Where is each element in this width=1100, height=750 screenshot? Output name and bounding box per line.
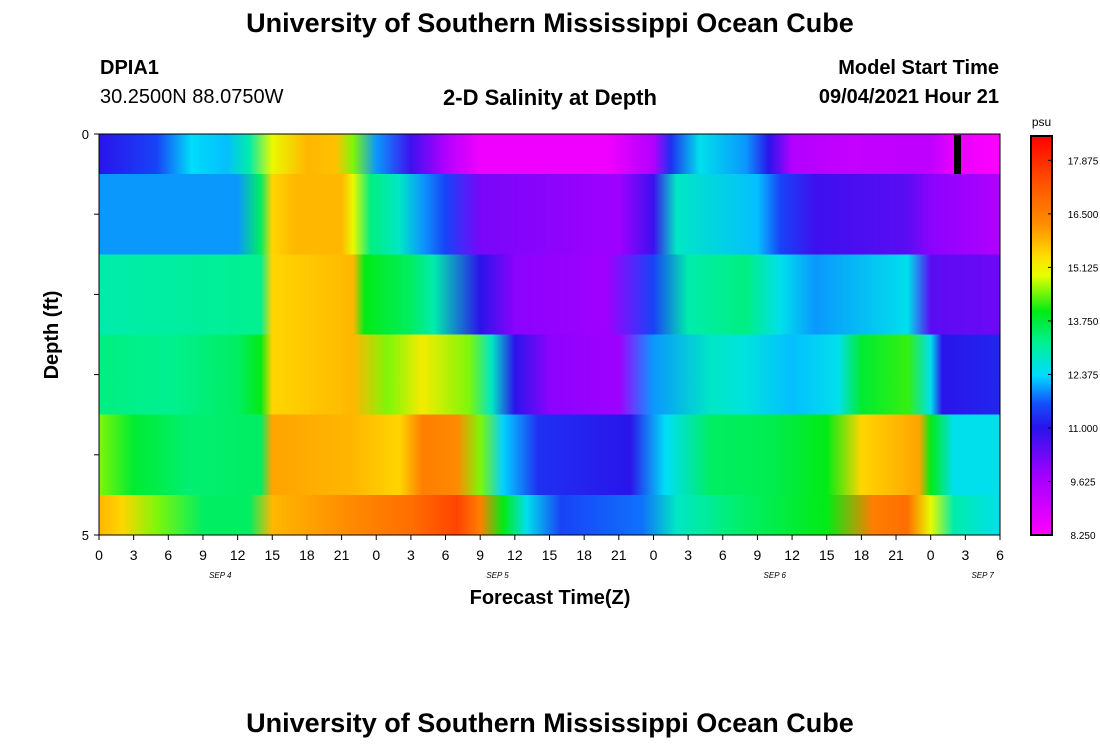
heatmap-row-1 bbox=[99, 134, 1000, 175]
footer-title: University of Southern Mississippi Ocean… bbox=[246, 708, 854, 738]
model-start-value: 09/04/2021 Hour 21 bbox=[818, 86, 999, 108]
colorbar-tick-label: 8.250 bbox=[1070, 531, 1095, 542]
x-tick-label: 0 bbox=[95, 547, 103, 563]
x-tick-label: 6 bbox=[164, 547, 172, 563]
x-tick-label: 3 bbox=[130, 547, 138, 563]
x-tick-label: 18 bbox=[576, 547, 592, 563]
x-tick-label: 18 bbox=[299, 547, 315, 563]
colorbar-tick-label: 16.500 bbox=[1068, 210, 1099, 221]
colorbar-tick-label: 13.750 bbox=[1068, 317, 1099, 328]
colorbar-tick-label: 9.625 bbox=[1070, 477, 1095, 488]
colorbar-tick-label: 15.125 bbox=[1068, 263, 1099, 274]
x-axis-label: Forecast Time(Z) bbox=[470, 587, 631, 609]
marker-bar bbox=[954, 135, 961, 174]
heatmap-row-6 bbox=[99, 494, 1000, 535]
y-axis: 05 bbox=[82, 127, 99, 543]
day-label: SEP 5 bbox=[486, 571, 509, 580]
x-tick-label: 15 bbox=[542, 547, 558, 563]
heatmap-row-3 bbox=[99, 254, 1000, 335]
x-tick-label: 3 bbox=[407, 547, 415, 563]
page-title: University of Southern Mississippi Ocean… bbox=[246, 8, 854, 38]
x-tick-label: 21 bbox=[611, 547, 627, 563]
y-tick-label: 5 bbox=[82, 528, 89, 543]
heatmap-rows bbox=[99, 134, 1000, 535]
heatmap-row-4 bbox=[99, 334, 1000, 415]
colorbar-unit: psu bbox=[1032, 115, 1051, 129]
colorbar-gradient bbox=[1030, 135, 1053, 536]
x-tick-label: 12 bbox=[507, 547, 523, 563]
colorbar-tick-label: 11.000 bbox=[1068, 424, 1098, 435]
day-label: SEP 4 bbox=[209, 571, 232, 580]
salinity-heatmap-chart: 05 0 3 6 9 12 15 18 21 0 3 6 9 12 15 18 21 0 3 6 9 12 15 18 21 0… bbox=[41, 115, 1099, 609]
x-tick-label: 6 bbox=[996, 547, 1004, 563]
day-label: SEP 7 bbox=[971, 571, 994, 580]
station-id: DPIA1 bbox=[100, 57, 159, 79]
day-label: SEP 6 bbox=[764, 571, 787, 580]
x-tick-label: 0 bbox=[372, 547, 380, 563]
colorbar: psu 17.875 16.500 15.125 13.750 12.375 11.000 9… bbox=[1030, 115, 1099, 542]
y-tick-label: 0 bbox=[82, 127, 89, 142]
x-axis: 0 3 6 9 12 15 18 21 0 3 6 9 12 15 18 21 0 3 6 9 12 15 18 21 0 3 6S… bbox=[95, 535, 1004, 580]
x-tick-label: 0 bbox=[650, 547, 658, 563]
x-tick-label: 15 bbox=[264, 547, 280, 563]
x-tick-label: 6 bbox=[442, 547, 450, 563]
x-tick-label: 15 bbox=[819, 547, 835, 563]
x-tick-label: 9 bbox=[754, 547, 762, 563]
x-tick-label: 3 bbox=[961, 547, 969, 563]
x-tick-label: 9 bbox=[476, 547, 484, 563]
model-start-label: Model Start Time bbox=[838, 57, 999, 79]
chart-title: 2-D Salinity at Depth bbox=[443, 85, 657, 110]
x-tick-label: 3 bbox=[684, 547, 692, 563]
y-axis-label: Depth (ft) bbox=[41, 291, 63, 380]
x-tick-label: 12 bbox=[784, 547, 800, 563]
station-coords: 30.2500N 88.0750W bbox=[100, 86, 284, 108]
colorbar-tick-label: 12.375 bbox=[1068, 370, 1099, 381]
x-tick-label: 18 bbox=[854, 547, 870, 563]
x-tick-label: 0 bbox=[927, 547, 935, 563]
colorbar-tick-label: 17.875 bbox=[1068, 156, 1099, 167]
heatmap-row-5 bbox=[99, 414, 1000, 495]
x-tick-label: 21 bbox=[334, 547, 350, 563]
x-tick-label: 6 bbox=[719, 547, 727, 563]
x-tick-label: 9 bbox=[199, 547, 207, 563]
x-tick-label: 12 bbox=[230, 547, 246, 563]
heatmap-row-2 bbox=[99, 174, 1000, 255]
x-tick-label: 21 bbox=[888, 547, 904, 563]
